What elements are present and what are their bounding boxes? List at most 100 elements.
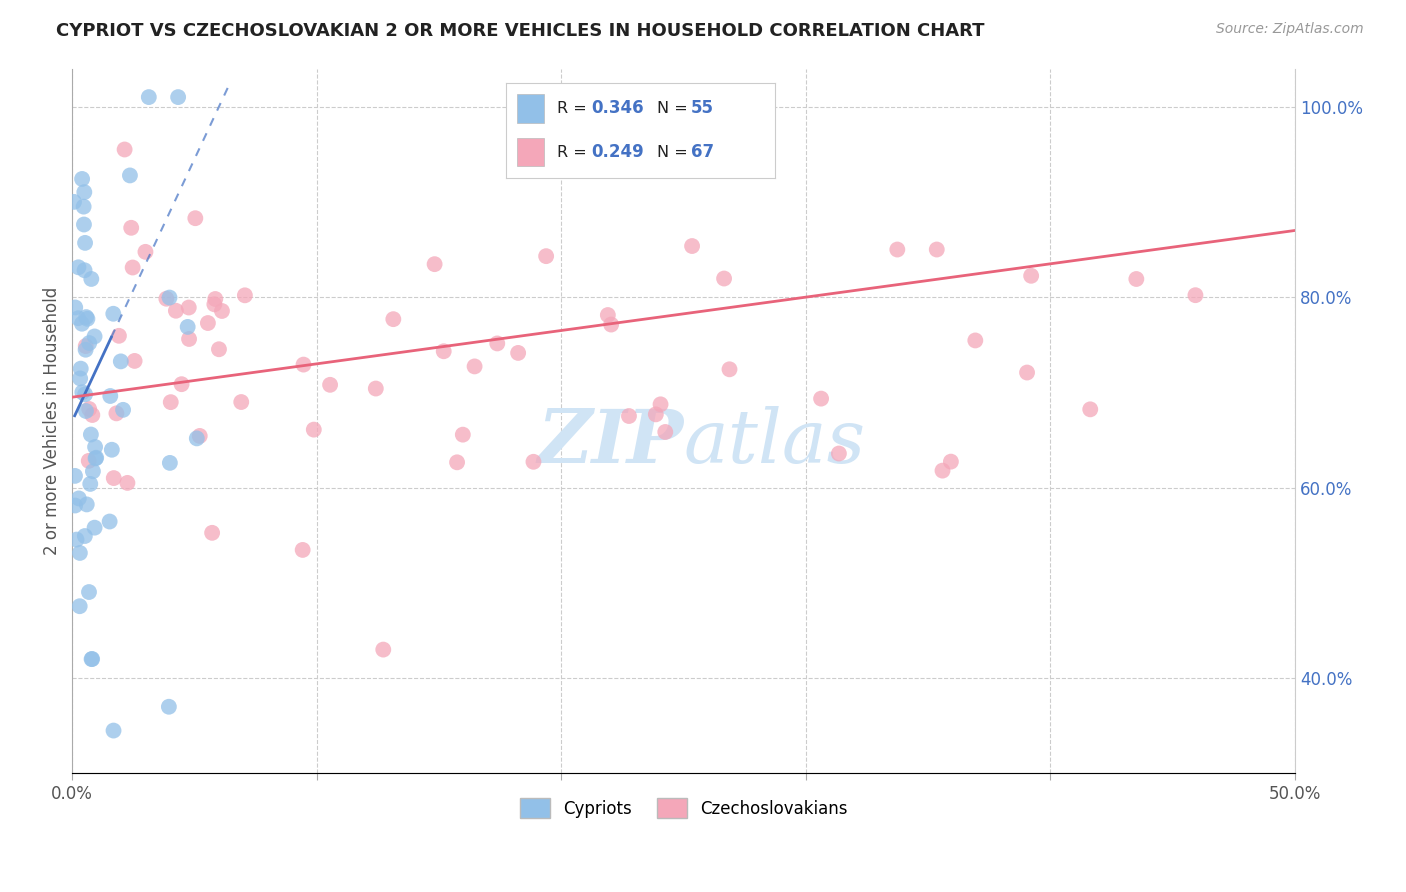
Point (165, 303, 187, 318)
Point (1019, 268, 1042, 283)
Point (1078, 402, 1101, 417)
Point (508, 346, 530, 360)
Point (101, 442, 124, 457)
Point (810, 392, 832, 406)
Point (84, 450, 107, 465)
Point (138, 90, 160, 104)
Point (82, 464, 104, 478)
Point (713, 271, 735, 285)
Text: CYPRIOT VS CZECHOSLOVAKIAN 2 OR MORE VEHICLES IN HOUSEHOLD CORRELATION CHART: CYPRIOT VS CZECHOSLOVAKIAN 2 OR MORE VEH… (56, 22, 984, 40)
Point (72, 385, 94, 400)
Point (63, 469, 86, 483)
Point (522, 455, 544, 469)
Point (69, 371, 91, 385)
Point (364, 382, 387, 396)
Point (105, 406, 128, 420)
Point (886, 243, 908, 257)
Point (75, 235, 97, 250)
Point (75, 343, 97, 357)
Point (202, 297, 225, 311)
Point (75, 310, 97, 324)
Point (76, 497, 98, 511)
Point (73, 185, 96, 199)
Point (82, 408, 104, 422)
Point (77, 454, 100, 468)
Point (121, 260, 143, 275)
Point (1125, 272, 1147, 286)
Point (72, 200, 94, 214)
Point (486, 336, 509, 351)
Point (76, 311, 98, 326)
Point (83, 329, 105, 343)
Point (1184, 288, 1206, 302)
Point (65, 301, 87, 315)
Point (63, 499, 86, 513)
Point (170, 377, 193, 392)
Point (77, 336, 100, 351)
Point (110, 354, 132, 368)
Point (157, 699, 180, 714)
Point (77, 585, 100, 599)
Point (681, 239, 703, 253)
Point (117, 475, 139, 490)
Point (197, 316, 219, 330)
Point (118, 169, 141, 183)
Point (155, 292, 177, 306)
Point (83, 521, 105, 535)
Point (114, 143, 136, 157)
Point (291, 543, 314, 558)
Point (112, 402, 135, 417)
Point (184, 211, 207, 226)
Point (98, 389, 121, 403)
Point (159, 456, 181, 470)
Point (103, 723, 125, 738)
Point (75, 339, 97, 353)
Point (292, 358, 315, 372)
Point (124, 354, 146, 368)
Point (650, 397, 672, 411)
Point (73, 263, 96, 277)
Point (1015, 366, 1038, 380)
Point (644, 408, 666, 422)
Point (67, 311, 90, 326)
Point (134, 244, 156, 259)
Point (159, 395, 181, 409)
Point (302, 423, 325, 437)
Point (931, 464, 953, 478)
Point (211, 304, 233, 318)
Point (69, 361, 91, 376)
Point (177, 301, 200, 315)
Point (103, 307, 125, 321)
Point (77, 402, 100, 417)
Point (108, 328, 131, 343)
Point (231, 395, 253, 409)
Text: Source: ZipAtlas.com: Source: ZipAtlas.com (1216, 22, 1364, 37)
Point (73, 529, 96, 543)
Point (534, 249, 557, 263)
Point (75, 404, 97, 418)
Point (965, 334, 987, 348)
Point (828, 446, 851, 460)
Point (596, 308, 619, 322)
Legend: Cypriots, Czechoslovakians: Cypriots, Czechoslovakians (513, 791, 855, 825)
Point (80, 427, 103, 442)
Point (70, 317, 93, 331)
Point (188, 429, 211, 443)
Point (167, 90, 190, 104)
Text: atlas: atlas (683, 406, 866, 478)
Point (204, 292, 226, 306)
Point (67, 260, 90, 275)
Point (176, 319, 198, 334)
Point (208, 343, 231, 357)
Point (84, 451, 107, 466)
Point (73, 218, 96, 232)
Point (98, 515, 121, 529)
Point (451, 427, 474, 442)
Point (233, 288, 256, 302)
Point (80, 652, 103, 666)
Text: ZIP: ZIP (537, 406, 683, 478)
Point (718, 362, 741, 376)
Point (65, 533, 87, 547)
Point (600, 318, 623, 332)
Point (654, 425, 676, 439)
